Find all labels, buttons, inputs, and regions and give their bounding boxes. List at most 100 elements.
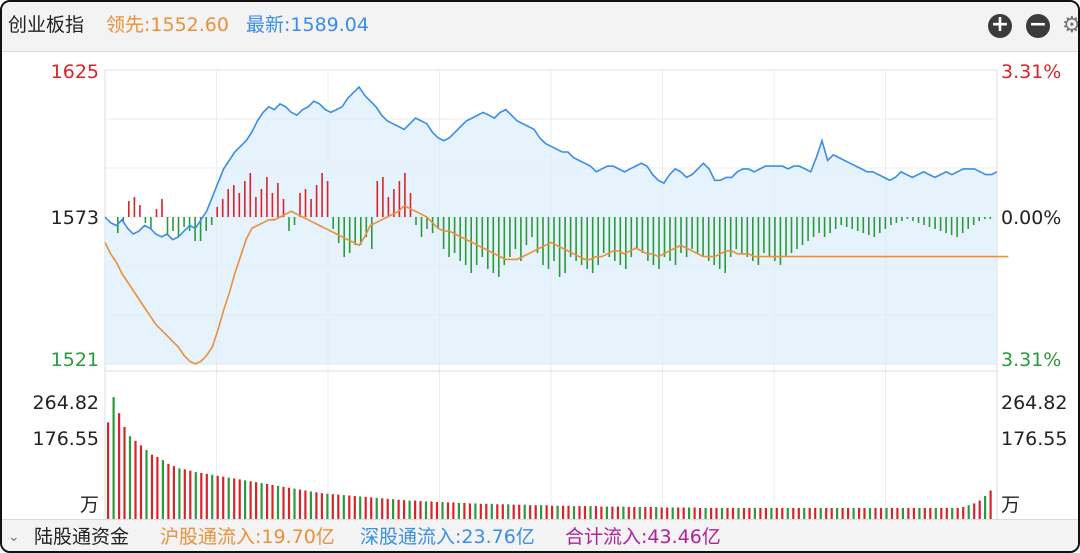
flow-bar [205,217,207,231]
volume-bar [200,473,203,519]
volume-bar [326,493,329,519]
volume-bar [731,508,735,519]
volume-bar [178,468,181,519]
volume-bar [156,456,159,519]
flow-bar [498,217,500,277]
volume-bar [868,508,872,519]
flow-bar [575,217,577,261]
volume-bar [710,508,713,519]
volume-bar [452,502,455,519]
volume-bar [304,490,307,519]
volume-bar [556,505,559,519]
flow-bar [586,217,588,269]
flow-bar [199,217,202,241]
volume-bar [934,508,937,519]
volume-bar [183,469,186,519]
volume-bar [589,506,592,519]
flow-bar [525,217,528,245]
volume-bar [167,463,170,519]
flow-bar [244,181,246,217]
volume-bar [726,508,729,519]
volume-bar [836,508,839,519]
volume-bar [885,508,888,519]
flow-bar [768,217,771,257]
volume-bar [430,501,433,519]
volume-bar [786,508,789,519]
volume-bar [518,504,521,519]
volume-bar [616,506,619,519]
flow-bar [972,217,975,225]
volume-bar [342,495,345,519]
volume-bar [583,506,587,519]
gear-icon[interactable]: ⚙ [1062,14,1078,38]
volume-bar [890,508,894,519]
flow-bar [818,217,820,233]
volume-bar [128,436,132,519]
flow-bar [890,217,892,225]
minus-circle-icon[interactable]: − [1026,14,1050,38]
volume-bar [803,508,806,519]
left-tick-label: 1573 [51,207,99,229]
volume-bar [567,505,570,519]
volume-bar [501,504,504,519]
volume-bar [529,505,532,519]
flow-bar [470,217,472,273]
volume-bar [819,508,822,519]
volume-bar [211,474,214,519]
flow-bar [133,197,136,217]
volume-bar [298,489,302,519]
flow-bar [950,217,953,235]
flow-bar [956,217,958,237]
volume-bar [901,508,904,519]
volume-bar [912,508,915,519]
flow-bar [702,217,704,257]
sh-flow-label: 沪股通流入:19.70亿 [160,526,335,548]
flow-bar [669,217,671,261]
flow-bar [326,181,329,217]
flow-bar [967,217,969,229]
flow-bar [602,217,605,253]
volume-bar [896,508,899,519]
volume-bar [260,483,263,519]
flow-bar [834,217,837,229]
flow-bar [741,217,743,253]
flow-bar [619,217,622,265]
volume-bar [545,505,548,519]
flow-bar [895,217,898,223]
intraday-chart: 1625 1573 1521 3.31% 0.00% 3.31% 264.82 264.82 1… [33,61,1067,519]
volume-bar [287,487,291,519]
flow-bar [713,217,715,265]
volume-bar [222,476,225,519]
latest-series-line [104,85,998,241]
volume-bar [984,496,987,519]
flow-bar [691,217,693,249]
volume-bar [315,492,318,519]
volume-bar [572,506,576,519]
chevron-down-icon[interactable]: ⌄ [8,529,20,545]
flow-bar [398,181,401,217]
volume-tick-right: 176.55 [1001,428,1067,450]
volume-bar [227,477,230,519]
flow-bar [210,217,213,225]
plus-circle-icon[interactable]: + [988,14,1012,38]
flow-bar [928,217,931,227]
volume-bar [468,503,471,519]
flow-bar [696,217,699,253]
flow-bar [514,217,517,249]
flow-bar [282,199,285,217]
flow-bar [785,217,787,257]
volume-bar [172,466,175,519]
flow-bar [426,217,428,229]
volume-bar [600,506,603,519]
flow-bar [393,189,395,217]
flow-bar [448,217,450,257]
flow-bar [906,217,909,219]
flow-bar [216,207,218,217]
flow-bar [939,217,942,231]
volume-bar [364,496,367,519]
flow-bar [503,217,506,265]
volume-bar [792,508,795,519]
volume-tick-right: 264.82 [1001,392,1067,414]
volume-bar [967,505,970,519]
volume-bar [150,454,154,519]
